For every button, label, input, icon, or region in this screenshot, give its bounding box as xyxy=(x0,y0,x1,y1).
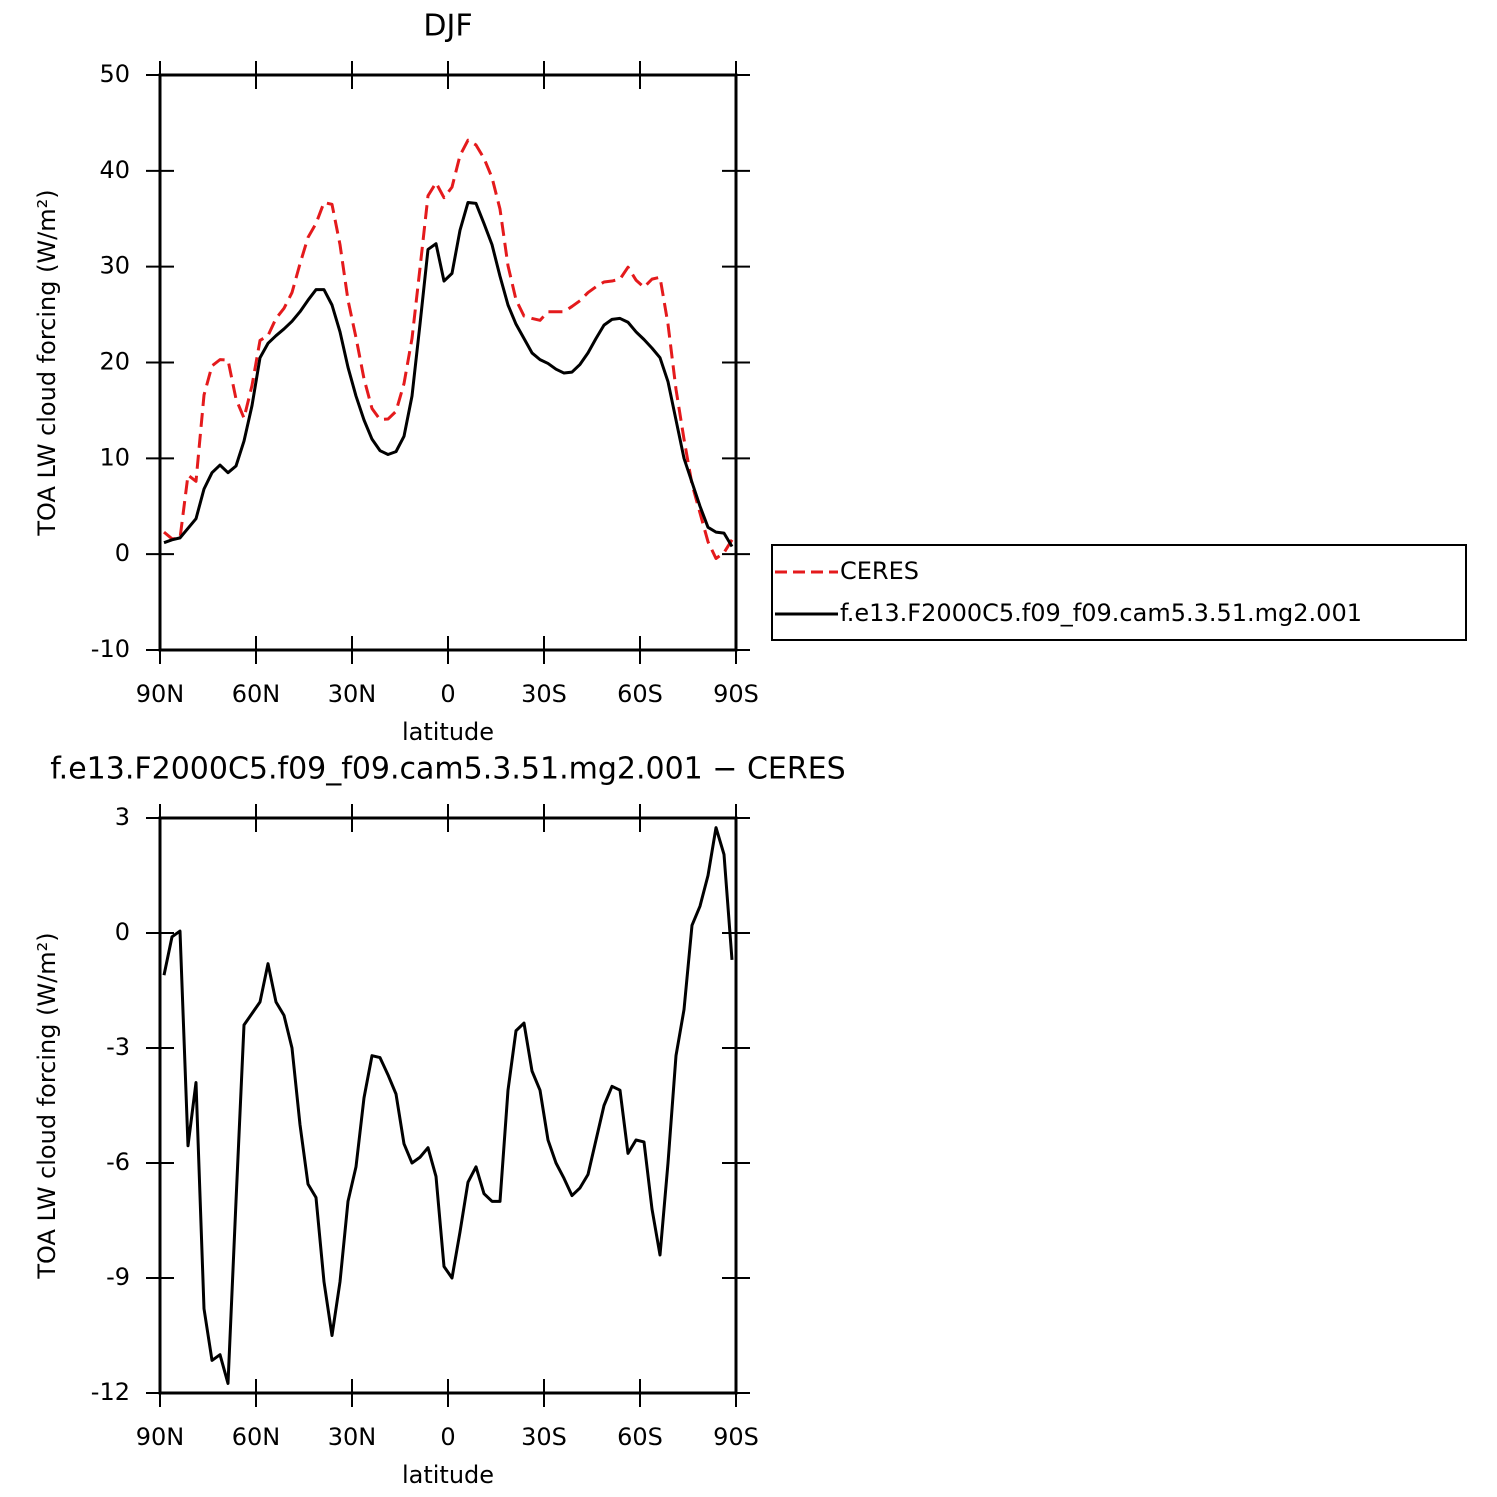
chart-title: f.e13.F2000C5.f09_f09.cam5.3.51.mg2.001 … xyxy=(50,752,845,787)
y-tick-label: -9 xyxy=(106,1263,130,1291)
y-tick-label: -10 xyxy=(91,635,130,663)
y-tick-label: -3 xyxy=(106,1033,130,1061)
x-tick-label: 60S xyxy=(617,1423,663,1451)
y-tick-label: 20 xyxy=(99,348,130,376)
legend-label: f.e13.F2000C5.f09_f09.cam5.3.51.mg2.001 xyxy=(840,599,1362,627)
y-tick-label: 0 xyxy=(115,918,130,946)
x-tick-label: 0 xyxy=(440,1423,455,1451)
x-axis-label: latitude xyxy=(402,718,494,746)
y-tick-label: 50 xyxy=(99,60,130,88)
y-tick-label: 30 xyxy=(99,252,130,280)
y-tick-label: -6 xyxy=(106,1148,130,1176)
y-tick-label: -12 xyxy=(91,1378,130,1406)
chart-title: DJF xyxy=(423,9,472,44)
data-line xyxy=(163,138,734,560)
x-tick-label: 30S xyxy=(521,1423,567,1451)
plot-frame xyxy=(158,816,738,1395)
x-axis-label: latitude xyxy=(402,1461,494,1489)
data-line xyxy=(163,200,734,548)
plot-frame xyxy=(158,73,738,652)
x-tick-label: 60N xyxy=(232,1423,281,1451)
legend-label: CERES xyxy=(840,557,919,585)
x-tick-label: 30S xyxy=(521,680,567,708)
x-tick-label: 30N xyxy=(328,1423,377,1451)
data-line xyxy=(162,826,734,1385)
x-tick-label: 90S xyxy=(713,680,759,708)
x-tick-label: 60N xyxy=(232,680,281,708)
y-axis-label: TOA LW cloud forcing (W/m²) xyxy=(33,932,61,1279)
legend-box xyxy=(771,544,1467,641)
y-tick-label: 0 xyxy=(115,539,130,567)
x-tick-label: 90N xyxy=(136,1423,185,1451)
x-tick-label: 30N xyxy=(328,680,377,708)
x-tick-label: 60S xyxy=(617,680,663,708)
x-tick-label: 0 xyxy=(440,680,455,708)
y-tick-label: 10 xyxy=(99,443,130,471)
y-tick-label: 40 xyxy=(99,156,130,184)
y-tick-label: 3 xyxy=(115,803,130,831)
y-axis-label: TOA LW cloud forcing (W/m²) xyxy=(33,189,61,536)
x-tick-label: 90N xyxy=(136,680,185,708)
x-tick-label: 90S xyxy=(713,1423,759,1451)
